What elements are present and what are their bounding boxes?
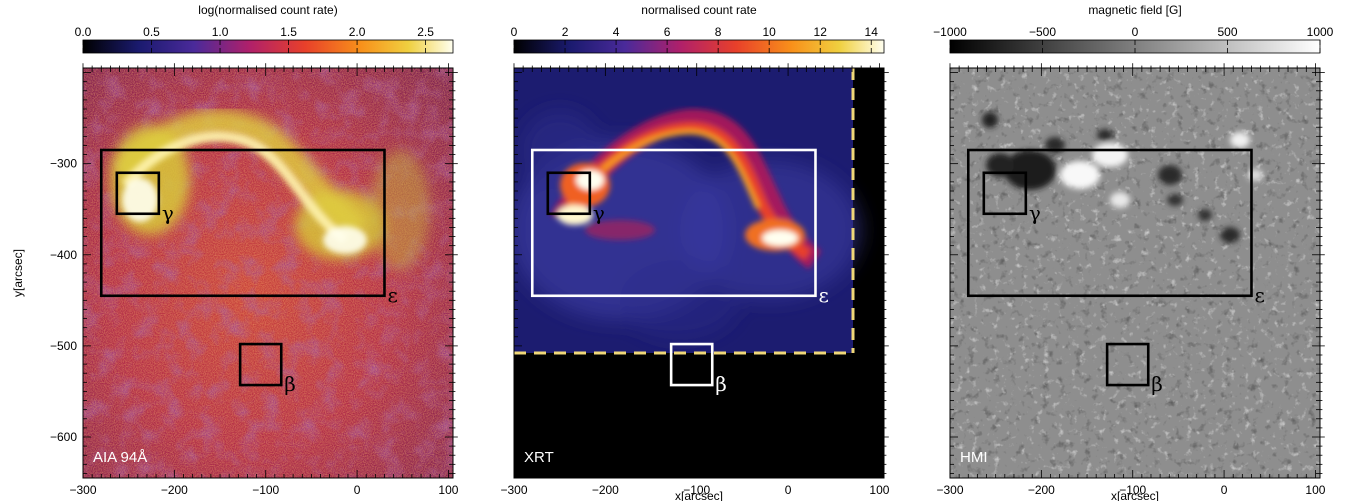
colorbar-tick-label: −1000 xyxy=(933,25,967,39)
hmi-colorbar: −1000 −500 0 500 1000 magnetic field [G] xyxy=(933,3,1334,54)
region-box xyxy=(99,148,386,298)
region-label: ε xyxy=(818,283,828,307)
region-box xyxy=(966,148,1253,298)
xrt-panel-label: XRT xyxy=(524,449,554,466)
region-label: γ xyxy=(593,201,605,225)
x-tick-label: 100 xyxy=(1305,483,1325,497)
colorbar-tick-label: 12 xyxy=(814,25,828,39)
region-label: ε xyxy=(1254,283,1264,307)
x-tick-label: 0 xyxy=(1221,483,1228,497)
xrt-region-boxes: ε γ β xyxy=(530,148,829,396)
colorbar-tick-label: 0.5 xyxy=(143,25,160,39)
colorbar-tick-label: 2.0 xyxy=(349,25,366,39)
colorbar-tick-label: 2 xyxy=(562,25,569,39)
colorbar-tick-label: 0 xyxy=(511,25,518,39)
x-tick-label: 100 xyxy=(438,483,458,497)
x-tick-label: −300 xyxy=(936,483,963,497)
region-box xyxy=(982,171,1028,216)
y-tick-label: −400 xyxy=(50,248,77,262)
hmi-axis-ticks: −300 −200 −100 0 100 xyxy=(936,63,1326,497)
aia-axis-ticks: −300 −200 −100 0 100 −300 −400 −500 −600 xyxy=(50,63,459,497)
hmi-colorbar-title: magnetic field [G] xyxy=(1088,3,1181,17)
colorbar-tick-label: 0.0 xyxy=(75,25,92,39)
aia-colorbar-title: log(normalised count rate) xyxy=(198,3,337,17)
x-tick-label: −200 xyxy=(592,483,619,497)
region-label: β xyxy=(715,372,727,396)
region-label: β xyxy=(1151,372,1163,396)
y-tick-label: −600 xyxy=(50,430,77,444)
xrt-panel: XRT −300 −200 −100 0 100 ε γ β 0 2 4 6 8 10 12 14 nor… xyxy=(500,3,889,501)
region-box xyxy=(546,171,592,216)
xrt-x-axis-label: x[arcsec] xyxy=(675,489,723,501)
xrt-axis-ticks: −300 −200 −100 0 100 xyxy=(500,63,890,497)
colorbar-tick-label: 1.5 xyxy=(280,25,297,39)
x-tick-label: 100 xyxy=(869,483,889,497)
aia-region-boxes: ε γ β xyxy=(99,148,398,396)
colorbar-tick-label: 4 xyxy=(613,25,620,39)
x-tick-label: 0 xyxy=(354,483,361,497)
xrt-image: XRT xyxy=(514,68,884,478)
hmi-region-boxes: ε γ β xyxy=(966,148,1265,396)
colorbar-tick-label: 6 xyxy=(664,25,671,39)
hmi-panel-label: HMI xyxy=(960,449,988,466)
aia-y-axis-label: y[arcsec] xyxy=(11,249,25,297)
x-tick-label: −200 xyxy=(161,483,188,497)
y-tick-label: −500 xyxy=(50,339,77,353)
region-label: γ xyxy=(162,201,174,225)
x-tick-label: −300 xyxy=(69,483,96,497)
colorbar-tick-label: 0 xyxy=(1132,25,1139,39)
y-tick-label: −300 xyxy=(50,157,77,171)
colorbar-tick-label: 1.0 xyxy=(212,25,229,39)
aia-colorbar: 0.0 0.5 1.0 1.5 2.0 2.5 log(normalised count … xyxy=(75,3,454,54)
region-box xyxy=(530,148,817,298)
colorbar-tick-label: 500 xyxy=(1217,25,1237,39)
x-tick-label: −100 xyxy=(252,483,279,497)
x-tick-label: −100 xyxy=(683,483,710,497)
region-label: ε xyxy=(387,283,397,307)
region-box xyxy=(1105,342,1150,387)
hmi-image: HMI xyxy=(950,68,1320,478)
colorbar-tick-label: 10 xyxy=(762,25,776,39)
colorbar-tick-label: 8 xyxy=(715,25,722,39)
x-tick-label: −300 xyxy=(500,483,527,497)
xrt-colorbar: 0 2 4 6 8 10 12 14 normalised count rate xyxy=(511,3,885,54)
colorbar-tick-label: 2.5 xyxy=(417,25,434,39)
aia-image: AIA 94Å xyxy=(83,68,453,478)
colorbar-tick-label: 14 xyxy=(865,25,879,39)
region-box xyxy=(115,171,161,216)
hmi-x-axis-label: x[arcsec] xyxy=(1111,489,1159,501)
aia-panel: AIA 94Å −300 −200 −100 0 100 −300 −400 −500 −600… xyxy=(11,3,459,497)
aia-panel-label: AIA 94Å xyxy=(93,449,147,466)
hmi-panel: HMI −300 −200 −100 0 100 εγβ −1000 −500 0 500 10… xyxy=(933,3,1334,501)
x-tick-label: 0 xyxy=(785,483,792,497)
x-tick-label: −200 xyxy=(1028,483,1055,497)
region-box xyxy=(238,342,283,387)
colorbar-tick-label: −500 xyxy=(1029,25,1056,39)
region-box xyxy=(669,342,714,387)
colorbar-tick-label: 1000 xyxy=(1307,25,1334,39)
region-label: β xyxy=(284,372,296,396)
x-tick-label: −100 xyxy=(1119,483,1146,497)
xrt-colorbar-title: normalised count rate xyxy=(641,3,757,17)
region-label: γ xyxy=(1029,201,1041,225)
